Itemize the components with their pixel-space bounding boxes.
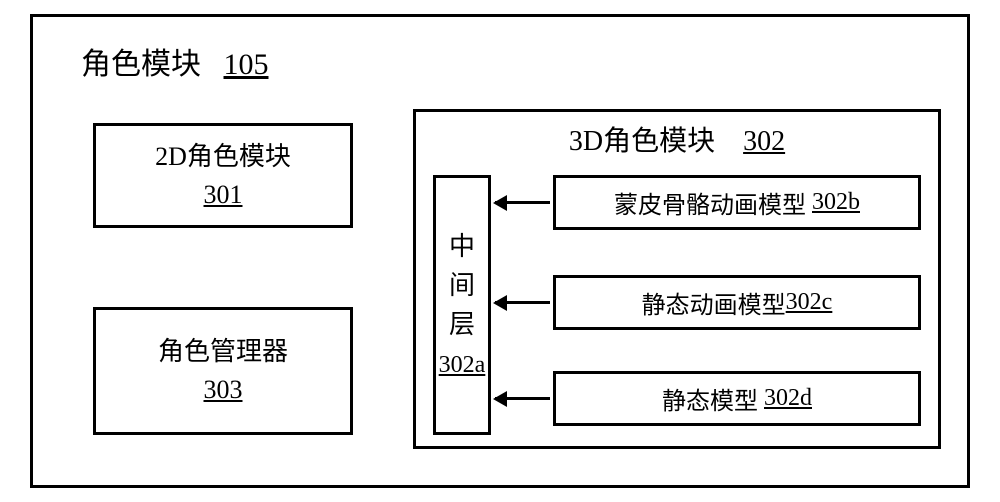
- item-box-0: 蒙皮骨骼动画模型 302b: [553, 175, 921, 230]
- module-3d-ref: 302: [743, 126, 785, 157]
- item-box-2: 静态模型 302d: [553, 371, 921, 426]
- container-title-label: 角色模块: [81, 48, 201, 81]
- middle-layer-char-1: 间: [449, 266, 475, 305]
- arrow-to-middle-1: [495, 201, 550, 204]
- item-label-0: 蒙皮骨骼动画模型: [614, 185, 806, 220]
- character-manager-box: 角色管理器 303: [93, 307, 353, 435]
- arrow-to-middle-2: [495, 301, 550, 304]
- character-manager-label: 角色管理器: [158, 333, 288, 371]
- middle-layer-char-0: 中: [449, 227, 475, 266]
- item-label-1: 静态动画模型: [642, 285, 786, 320]
- item-ref-1: 302c: [786, 289, 833, 316]
- middle-layer-char-2: 层: [449, 305, 475, 344]
- container-title: 角色模块 105: [81, 39, 269, 83]
- character-manager-ref: 303: [204, 371, 243, 409]
- module-2d-label: 2D角色模块: [155, 138, 291, 176]
- module-3d-title: 3D角色模块 302: [416, 122, 938, 163]
- middle-layer-box: 中 间 层 302a: [433, 175, 491, 435]
- module-2d-ref: 301: [204, 176, 243, 214]
- arrow-to-middle-3: [495, 397, 550, 400]
- module-3d-label: 3D角色模块: [569, 126, 715, 157]
- character-module-container: 角色模块 105 2D角色模块 301 角色管理器 303 3D角色模块 302…: [30, 14, 970, 488]
- middle-layer-ref: 302a: [439, 348, 486, 383]
- item-label-2: 静态模型: [662, 381, 758, 416]
- container-title-ref: 105: [224, 48, 269, 81]
- item-ref-0: 302b: [812, 189, 860, 216]
- item-ref-2: 302d: [764, 385, 812, 412]
- module-2d-box: 2D角色模块 301: [93, 123, 353, 228]
- item-box-1: 静态动画模型 302c: [553, 275, 921, 330]
